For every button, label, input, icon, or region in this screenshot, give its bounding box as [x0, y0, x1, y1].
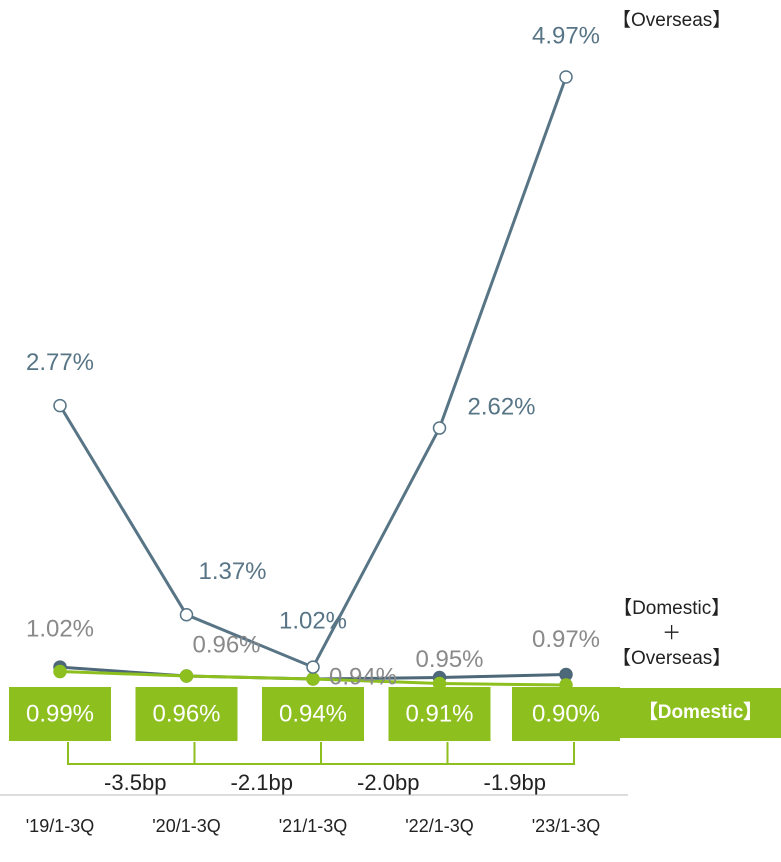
marker [306, 660, 320, 674]
data-label: 0.94% [329, 663, 397, 690]
data-label: 1.37% [198, 558, 266, 585]
bracket [446, 742, 575, 765]
bracket [320, 742, 449, 765]
label-box [135, 687, 238, 741]
x-tick-label: '19/1-3Q [26, 816, 94, 836]
x-tick-label: '22/1-3Q [405, 816, 473, 836]
data-label: 0.96% [192, 631, 260, 658]
data-label: 0.91% [405, 700, 473, 727]
marker [559, 70, 573, 84]
marker [432, 421, 447, 435]
marker [53, 398, 67, 413]
data-label: 0.90% [532, 700, 600, 727]
label-box [512, 687, 620, 741]
series-line [58, 76, 568, 669]
label-box [388, 687, 491, 741]
data-label: 0.94% [279, 700, 347, 727]
data-label: 2.77% [26, 349, 94, 376]
legend-combined: 【Domestic】 ＋ 【Overseas】 [612, 598, 732, 669]
annotation: -2.0bp [357, 770, 419, 795]
x-tick-label: '20/1-3Q [152, 816, 220, 836]
marker [306, 672, 320, 686]
x-tick-label: '21/1-3Q [279, 816, 347, 836]
marker [179, 608, 194, 622]
data-label: 2.62% [467, 393, 535, 420]
data-label: 0.95% [415, 646, 483, 673]
annotation: -3.5bp [104, 770, 166, 795]
bracket [193, 742, 322, 765]
data-label: 0.99% [26, 700, 94, 727]
label-box [9, 687, 111, 741]
legend-domestic: 【Domestic】 [620, 688, 781, 738]
bracket [67, 742, 196, 765]
marker [179, 669, 194, 683]
annotation: -1.9bp [484, 770, 546, 795]
legend-overseas: 【Overseas】 [612, 10, 732, 31]
marker [53, 664, 67, 679]
x-tick-label: '23/1-3Q [532, 816, 600, 836]
label-box [262, 687, 364, 741]
annotation: -2.1bp [231, 770, 293, 795]
data-label: 1.02% [26, 615, 94, 642]
data-label: 0.97% [532, 626, 600, 653]
data-label: 1.02% [279, 607, 347, 634]
data-label: 4.97% [532, 22, 600, 49]
data-label: 0.96% [152, 700, 220, 727]
